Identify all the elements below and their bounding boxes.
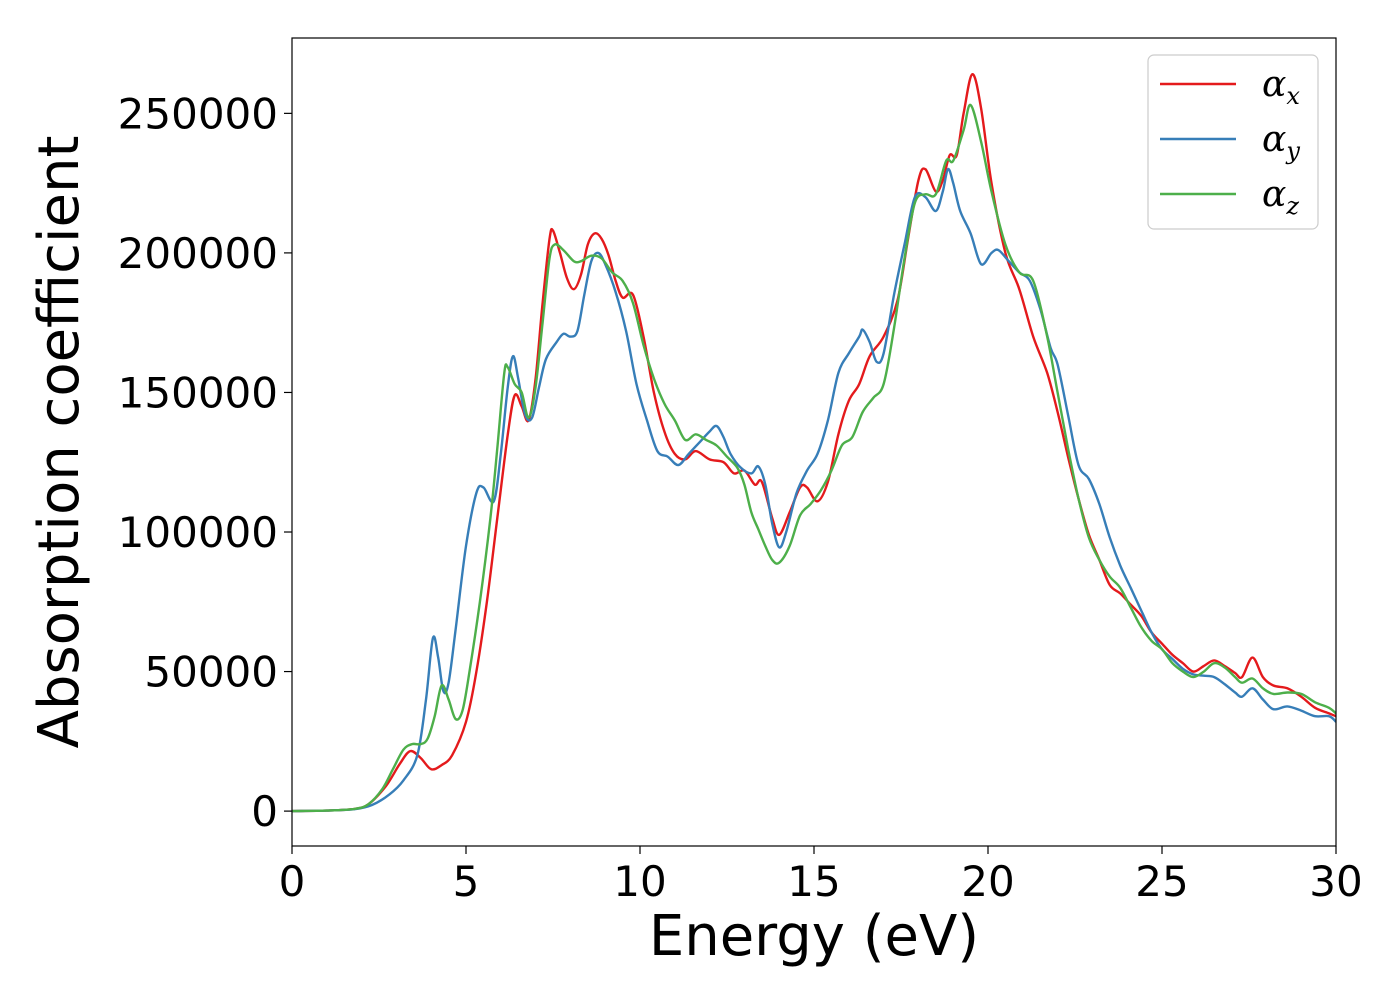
x-tick-label: 15 bbox=[787, 857, 840, 906]
y-tick-label: 50000 bbox=[144, 648, 278, 697]
y-tick-label: 100000 bbox=[118, 508, 278, 557]
legend-label-z: αz bbox=[1262, 174, 1299, 220]
series-layer bbox=[292, 73, 1336, 813]
y-tick-label: 200000 bbox=[118, 229, 278, 278]
y-tick-label: 150000 bbox=[118, 368, 278, 417]
x-tick-label: 5 bbox=[453, 857, 480, 906]
y-tick-label: 250000 bbox=[118, 89, 278, 138]
x-tick-label: 10 bbox=[613, 857, 666, 906]
series-line-y bbox=[292, 167, 1336, 813]
y-tick-label: 0 bbox=[251, 787, 278, 836]
legend-box bbox=[1147, 54, 1319, 230]
x-axis-title: Energy (eV) bbox=[649, 904, 979, 969]
legend-label-x: αx bbox=[1262, 64, 1300, 110]
x-tick-label: 30 bbox=[1309, 857, 1362, 906]
x-axis: 0 5 10 15 20 25 30 bbox=[279, 846, 1363, 906]
legend-label-y: αy bbox=[1262, 119, 1300, 165]
legend: αx αy αz bbox=[1147, 54, 1319, 230]
y-axis-title: Absorption coefficient bbox=[27, 136, 92, 749]
series-line-z bbox=[292, 103, 1336, 813]
y-axis: 0 50000 100000 150000 200000 250000 bbox=[118, 89, 292, 836]
x-tick-label: 25 bbox=[1135, 857, 1188, 906]
x-tick-label: 20 bbox=[961, 857, 1014, 906]
x-tick-label: 0 bbox=[279, 857, 306, 906]
